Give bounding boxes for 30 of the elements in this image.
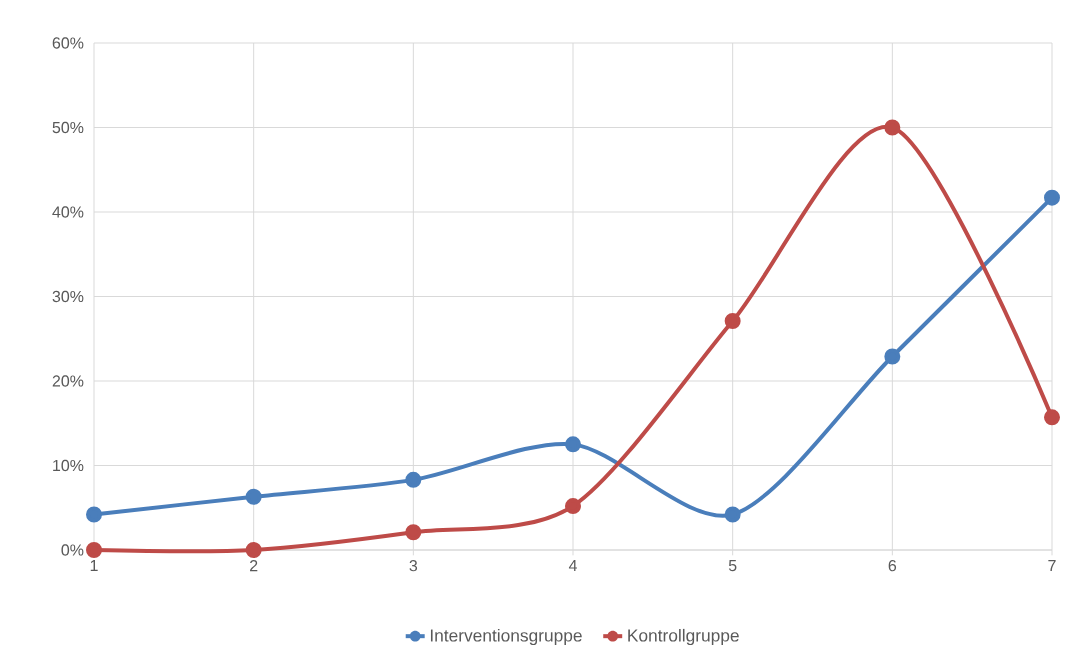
point: [1043, 189, 1060, 206]
point: [405, 524, 422, 541]
x-tick-label: 7: [1048, 560, 1056, 572]
y-tick-label: 30%: [52, 290, 84, 303]
y-tick-label: 40%: [52, 206, 84, 218]
point: [245, 541, 262, 558]
point: [86, 506, 102, 523]
x-tick-label: 1: [90, 560, 98, 572]
point: [1043, 409, 1060, 426]
point: [405, 471, 422, 488]
point: [724, 312, 741, 329]
point: [565, 436, 581, 453]
x-tick-label: 6: [888, 560, 897, 572]
y-tick-label: 50%: [52, 121, 84, 134]
point: [245, 488, 262, 505]
legend-label: Kontrollgruppe: [628, 628, 739, 646]
point: [86, 541, 102, 558]
point: [724, 506, 741, 523]
y-tick-label: 60%: [52, 37, 84, 49]
y-tick-label: 0%: [61, 544, 84, 556]
legend-label: Interventionsgruppe: [430, 628, 582, 646]
x-tick-label: 5: [728, 560, 737, 572]
point: [565, 498, 581, 515]
x-tick-label: 2: [250, 560, 258, 572]
x-tick-label: 4: [568, 560, 577, 572]
point: [884, 119, 901, 136]
y-tick-label: 10%: [53, 459, 84, 472]
y-tick-label: 20%: [52, 375, 84, 387]
x-tick-label: 3: [409, 560, 418, 572]
point: [884, 348, 901, 365]
